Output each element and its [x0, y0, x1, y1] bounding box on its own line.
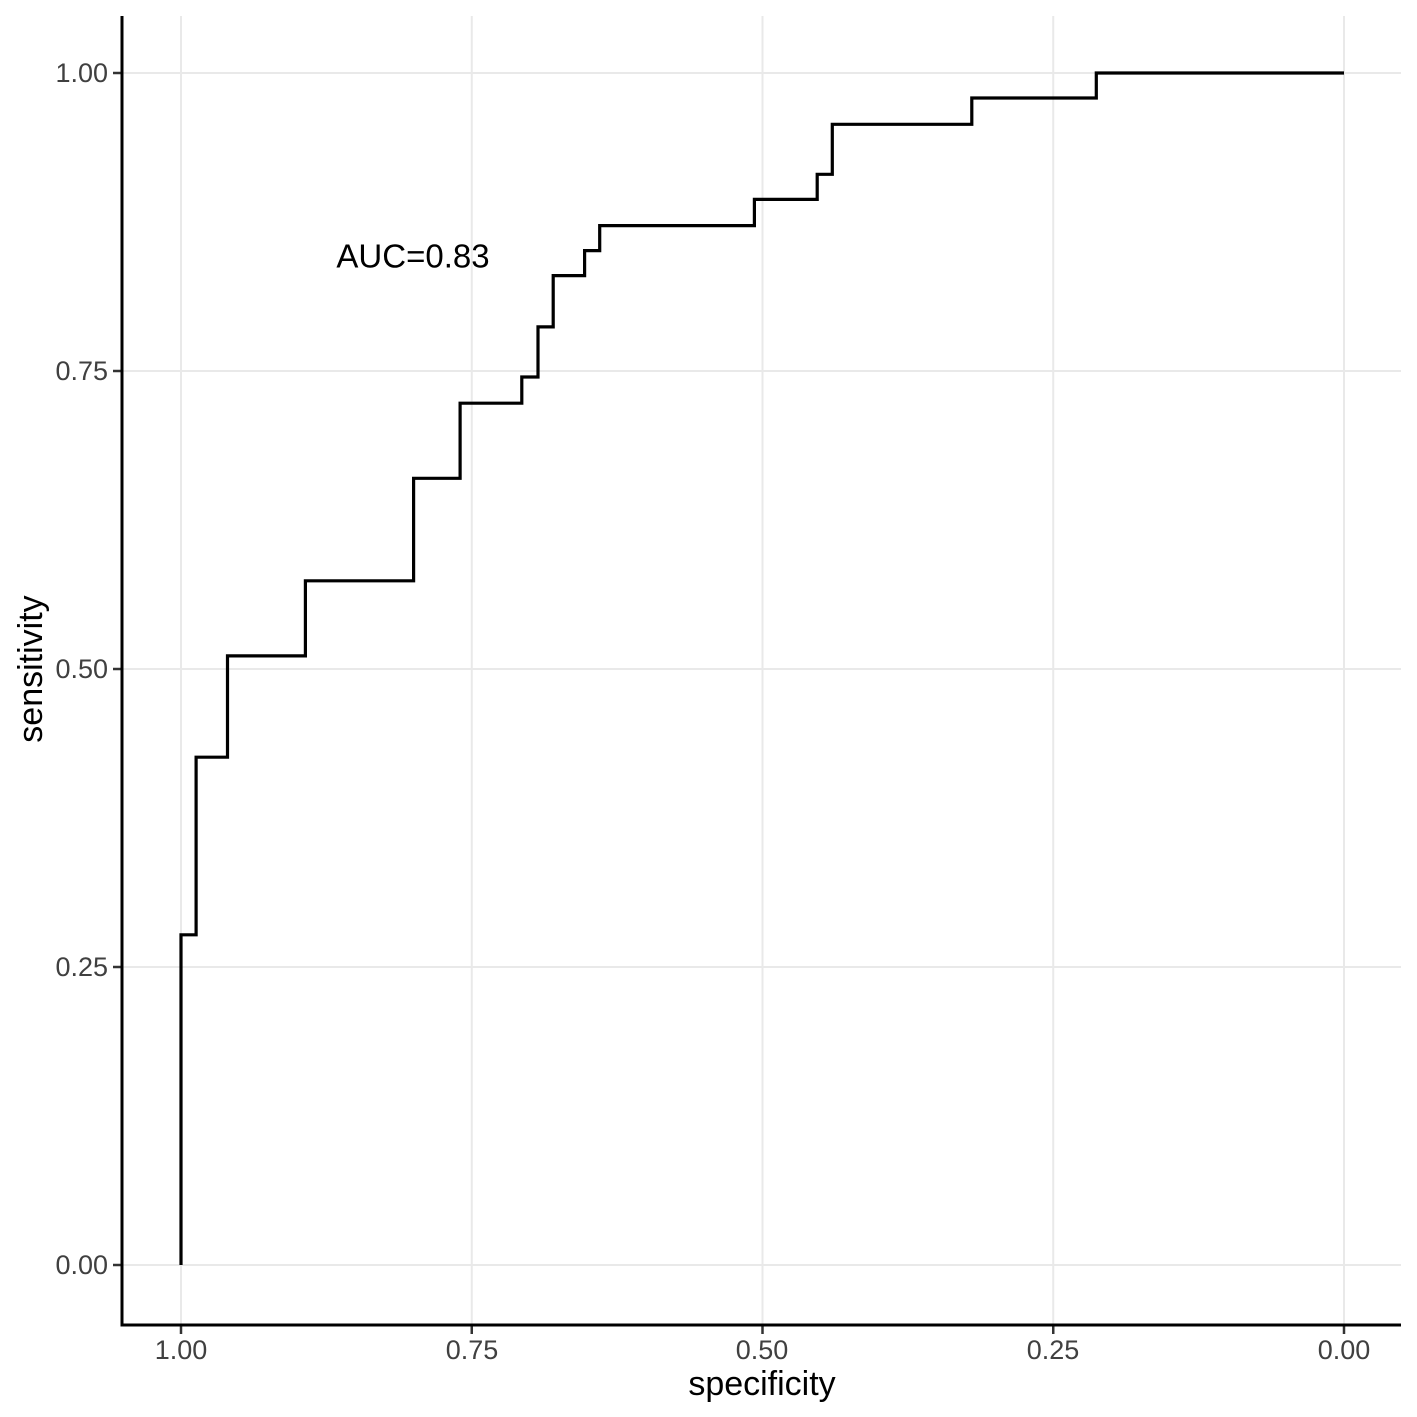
y-tick-label: 1.00 — [55, 58, 108, 88]
roc-curve-path — [179, 71, 1344, 1265]
x-tick-label: 1.00 — [154, 1335, 208, 1365]
x-tick-label: 0.75 — [445, 1335, 499, 1365]
y-tick-label: 0.50 — [55, 654, 108, 684]
x-tick-label: 0.25 — [1026, 1335, 1080, 1365]
y-tick-label: 0.00 — [55, 1250, 108, 1280]
x-tick-label: 0.00 — [1317, 1335, 1371, 1365]
y-axis-title: sensitivity — [12, 595, 50, 743]
y-tick-label: 0.25 — [55, 952, 108, 982]
y-tick-label: 0.75 — [55, 356, 108, 386]
x-tick-label: 0.50 — [735, 1335, 789, 1365]
auc-annotation: AUC=0.83 — [336, 237, 490, 275]
x-axis-title: specificity — [688, 1365, 836, 1403]
